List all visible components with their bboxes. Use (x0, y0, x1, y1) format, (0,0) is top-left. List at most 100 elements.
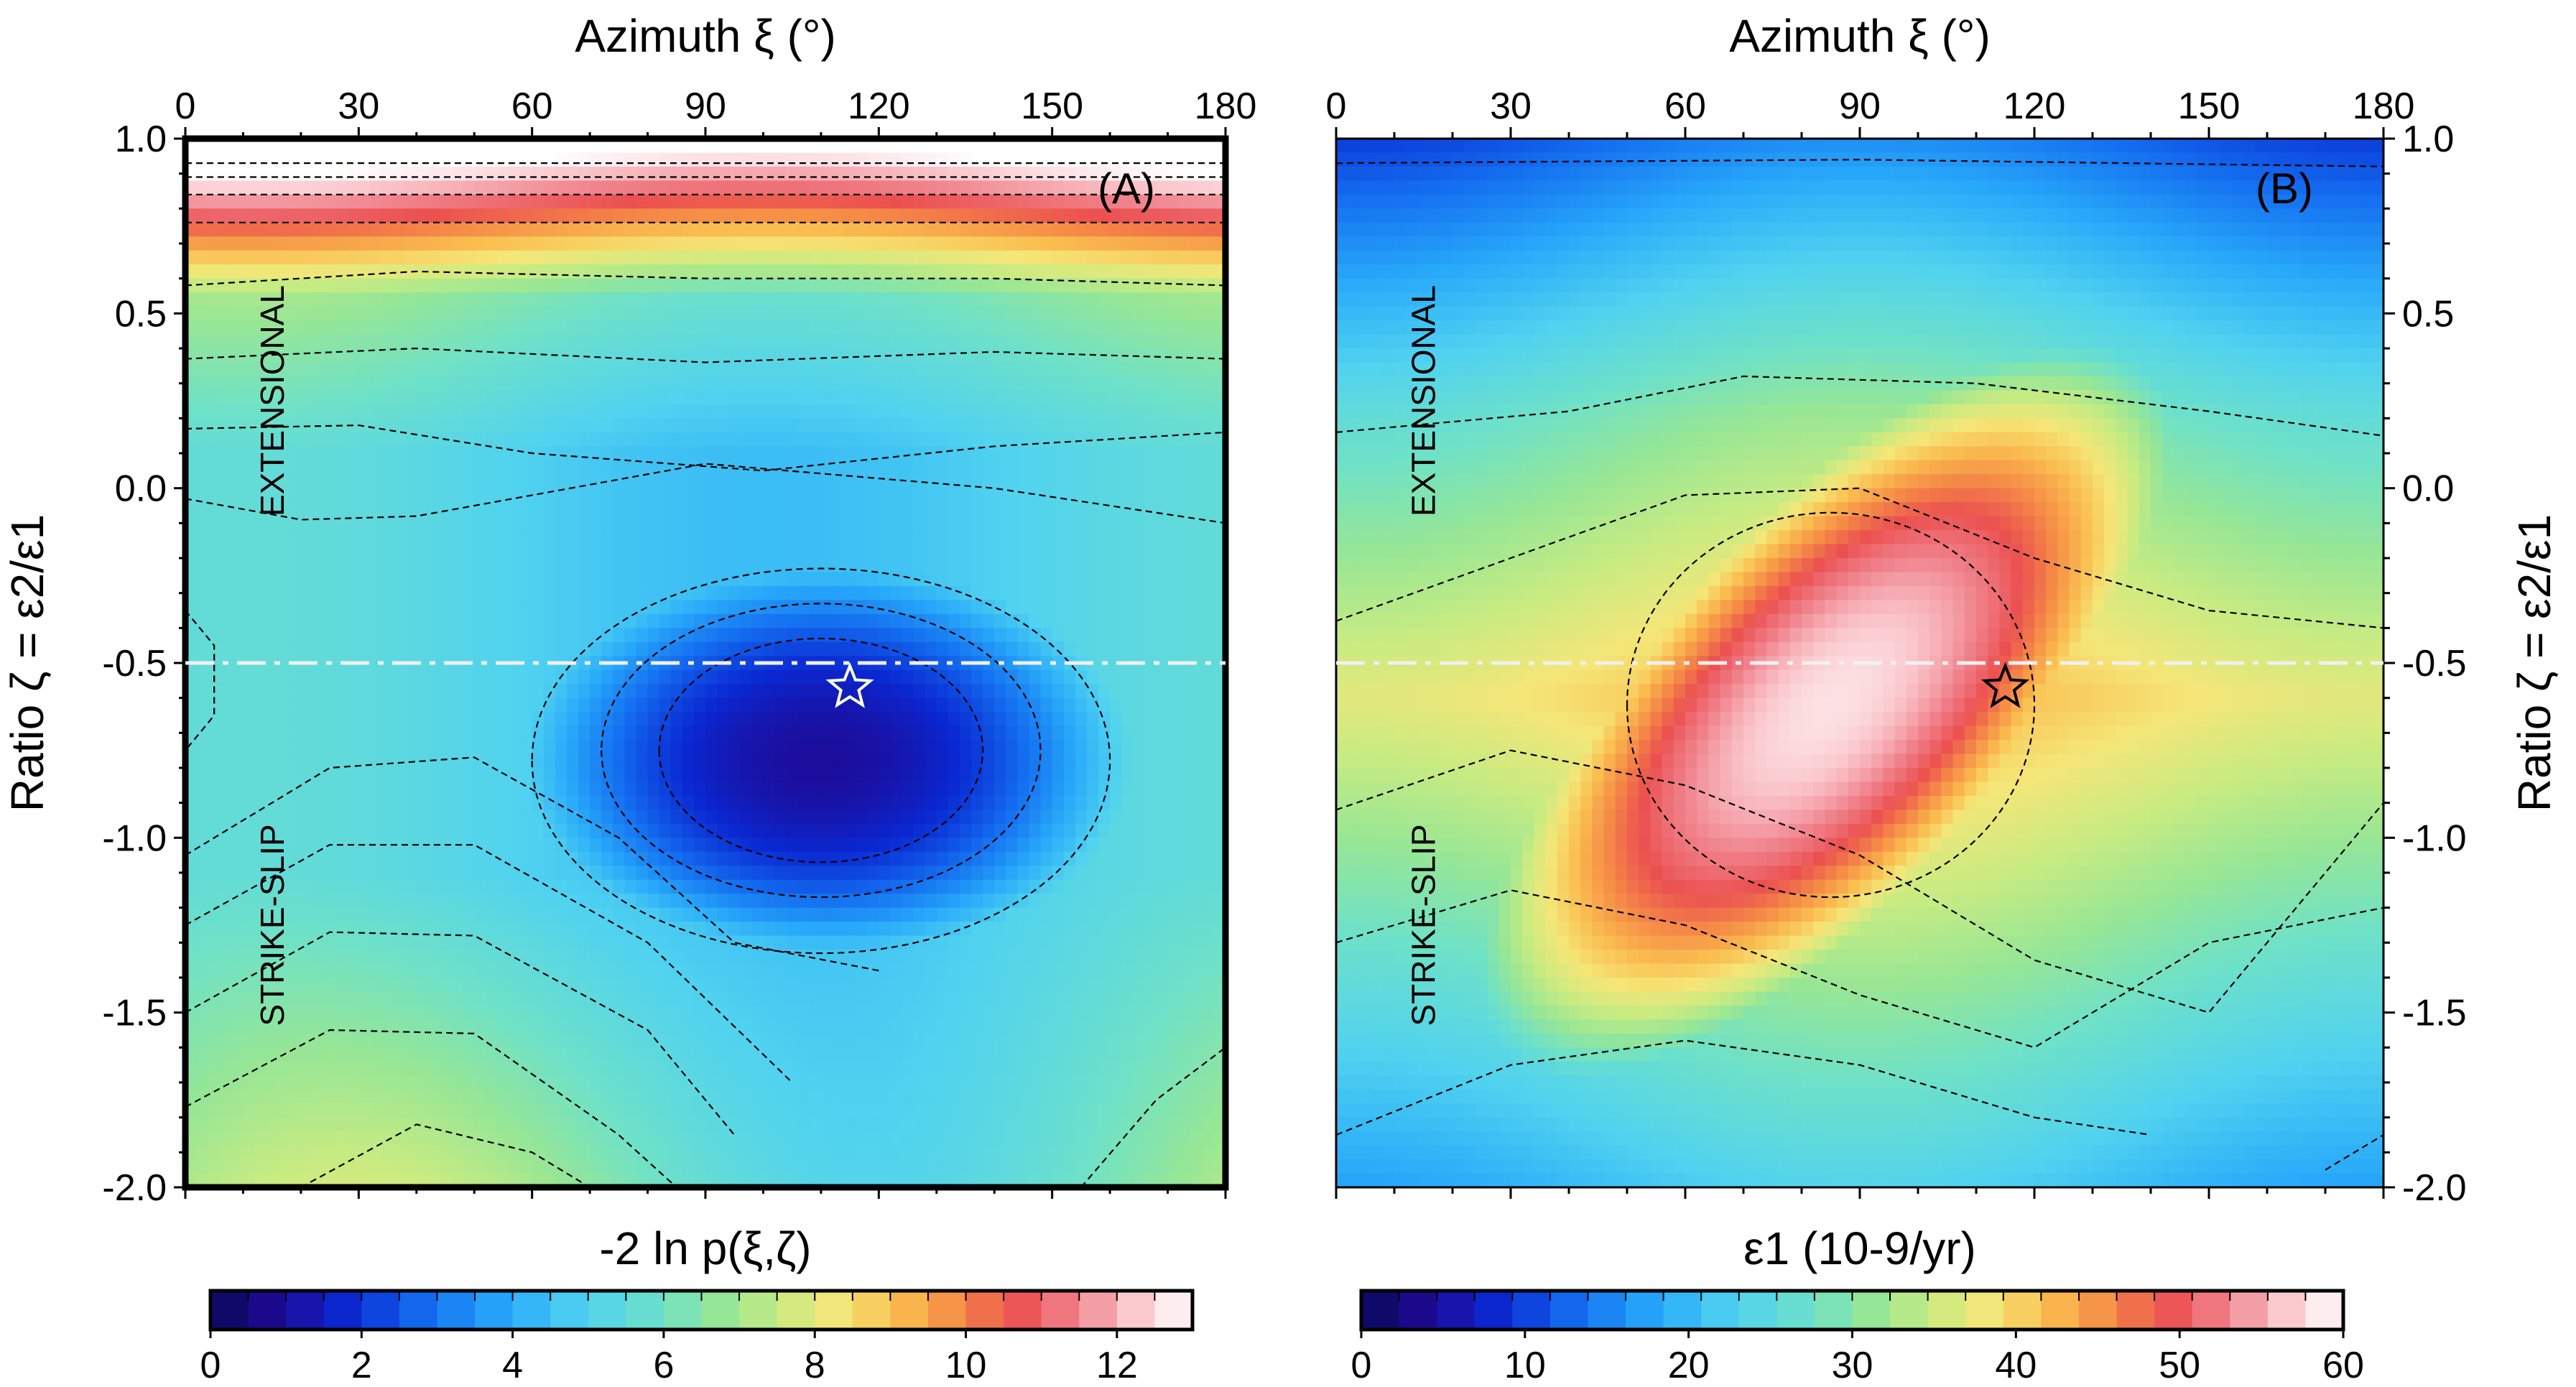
heatmap-cell (312, 390, 325, 405)
heatmap-cell (324, 879, 336, 894)
heatmap-cell (566, 334, 579, 349)
heatmap-cell (208, 795, 221, 811)
heatmap-cell (243, 530, 256, 545)
heatmap-cell (358, 1033, 371, 1049)
heatmap-cell (497, 725, 510, 741)
heatmap-cell (693, 1145, 706, 1160)
heatmap-cell (728, 991, 741, 1006)
heatmap-cell (740, 963, 753, 978)
heatmap-cell (902, 404, 914, 419)
heatmap-cell (670, 935, 683, 950)
heatmap-cell (427, 334, 440, 349)
heatmap-cell (613, 488, 626, 503)
heatmap-cell (474, 613, 487, 629)
heatmap-cell (670, 712, 683, 727)
heatmap-cell (647, 544, 660, 559)
heatmap-cell (474, 530, 487, 545)
heatmap-cell (312, 585, 325, 601)
heatmap-cell (751, 306, 764, 321)
heatmap-cell (636, 558, 649, 573)
heatmap-cell (358, 1061, 371, 1077)
heatmap-cell (682, 978, 695, 993)
heatmap-cell (381, 1047, 394, 1062)
heatmap-cell (312, 488, 325, 503)
heatmap-cell (867, 781, 880, 797)
heatmap-cell (555, 208, 567, 223)
heatmap-cell (809, 1047, 822, 1062)
heatmap-cell (486, 922, 499, 937)
heatmap-cell (208, 292, 221, 307)
heatmap-cell (555, 991, 567, 1006)
heatmap-cell (532, 628, 545, 643)
heatmap-cell (312, 894, 325, 909)
heatmap-cell (774, 991, 787, 1006)
heatmap-cell (566, 376, 579, 391)
heatmap-cell (416, 390, 429, 405)
heatmap-cell (636, 585, 649, 601)
heatmap-cell (774, 1005, 787, 1021)
heatmap-cell (832, 922, 845, 937)
heatmap-cell (220, 250, 233, 265)
heatmap-cell (266, 208, 279, 223)
heatmap-cell (370, 1117, 383, 1132)
heatmap-cell (231, 264, 244, 279)
heatmap-cell (670, 991, 683, 1006)
heatmap-cell (809, 376, 822, 391)
heatmap-cell (451, 950, 463, 965)
heatmap-cell (728, 292, 741, 307)
heatmap-cell (705, 446, 718, 461)
heatmap-cell (670, 404, 683, 419)
heatmap-cell (717, 978, 729, 993)
heatmap-cell (451, 600, 463, 615)
heatmap-cell (867, 810, 880, 825)
heatmap-cell (613, 810, 626, 825)
heatmap-cell (844, 1103, 856, 1118)
heatmap-cell (728, 684, 741, 699)
heatmap-cell (497, 669, 510, 685)
heatmap-cell (717, 935, 729, 950)
heatmap-cell (220, 978, 233, 993)
heatmap-cell (358, 460, 371, 475)
heatmap-cell (289, 740, 302, 755)
heatmap-cell (463, 753, 476, 769)
heatmap-cell (705, 544, 718, 559)
heatmap-cell (393, 1005, 406, 1021)
heatmap-cell (463, 264, 476, 279)
heatmap-cell (404, 851, 417, 867)
heatmap-cell (936, 697, 949, 713)
heatmap-cell (358, 558, 371, 573)
heatmap-cell (486, 1075, 499, 1090)
heatmap-cell (497, 264, 510, 279)
heatmap-cell (497, 810, 510, 825)
heatmap-cell (751, 502, 764, 517)
heatmap-cell (231, 838, 244, 853)
heatmap-cell (925, 1005, 937, 1021)
heatmap-cell (809, 1131, 822, 1146)
heatmap-cell (451, 278, 463, 293)
heatmap-cell (439, 278, 452, 293)
heatmap-cell (601, 894, 614, 909)
heatmap-cell (624, 628, 637, 643)
heatmap-cell (497, 250, 510, 265)
heatmap-cell (266, 684, 279, 699)
heatmap-cell (347, 558, 360, 573)
heatmap-cell (856, 1103, 868, 1118)
heatmap-cell (856, 810, 868, 825)
heatmap-cell (231, 348, 244, 363)
heatmap-cell (254, 978, 267, 993)
heatmap-cell (231, 991, 244, 1006)
heatmap-cell (832, 1117, 845, 1132)
heatmap-cell (867, 502, 880, 517)
heatmap-cell (774, 306, 787, 321)
heatmap-cell (324, 978, 336, 993)
heatmap-cell (636, 1131, 649, 1146)
heatmap-cell (774, 516, 787, 531)
heatmap-cell (532, 320, 545, 335)
heatmap-cell (693, 236, 706, 251)
heatmap-cell (393, 432, 406, 447)
heatmap-cell (879, 152, 891, 167)
heatmap-cell (809, 208, 822, 223)
heatmap-cell (463, 334, 476, 349)
heatmap-cell (936, 991, 949, 1006)
heatmap-cell (670, 725, 683, 741)
